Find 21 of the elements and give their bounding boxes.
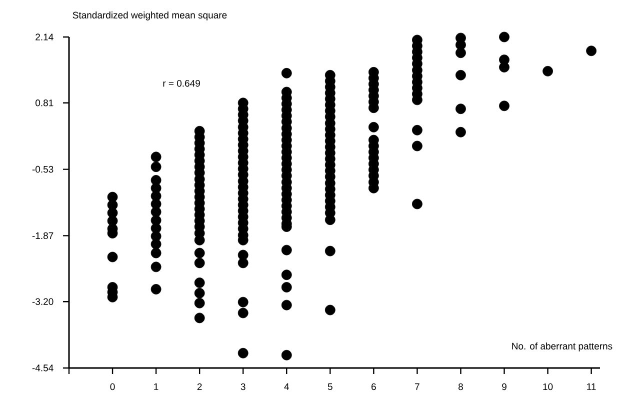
x-tick-label: 9 <box>502 383 506 390</box>
x-tick-label: 10 <box>543 383 553 390</box>
x-tick-label: 4 <box>284 383 289 390</box>
x-tick-label: 8 <box>458 383 463 390</box>
x-tick-label: 11 <box>587 383 596 390</box>
y-tick-label: -4.54 <box>32 364 54 372</box>
x-tick-label: 2 <box>197 383 202 390</box>
y-tick-label: -3.20 <box>32 298 54 305</box>
x-tick-label: 3 <box>240 383 246 390</box>
y-tick-label: 2.14 <box>36 34 54 40</box>
y-tick-label: -1.87 <box>32 232 54 240</box>
y-tick-label: -0.53 <box>32 166 54 173</box>
x-tick-label: 6 <box>372 383 376 390</box>
x-tick-label: 5 <box>328 383 332 390</box>
y-tick-label: 0.81 <box>36 100 54 106</box>
x-tick-label: 0 <box>110 383 115 390</box>
y-axis-title: Standardized weighted mean square <box>72 12 227 20</box>
x-axis-title: No. of aberrant patterns <box>512 342 612 352</box>
x-tick-label: 1 <box>154 383 158 390</box>
x-tick-label: 7 <box>415 383 420 390</box>
annotation: r = 0.649 <box>163 80 200 87</box>
